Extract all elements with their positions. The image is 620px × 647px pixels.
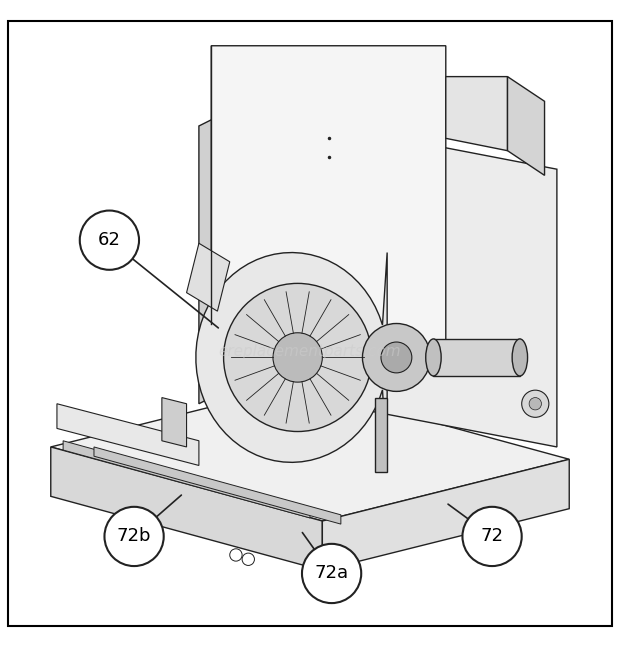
Polygon shape <box>63 441 310 518</box>
Circle shape <box>80 210 139 270</box>
Polygon shape <box>236 107 557 447</box>
Circle shape <box>273 333 322 382</box>
Text: 72a: 72a <box>314 564 348 582</box>
Circle shape <box>381 342 412 373</box>
Circle shape <box>529 397 541 410</box>
Circle shape <box>302 544 361 603</box>
Polygon shape <box>196 252 387 463</box>
Polygon shape <box>211 46 446 373</box>
Polygon shape <box>51 385 569 521</box>
Circle shape <box>363 324 430 391</box>
Circle shape <box>521 390 549 417</box>
Polygon shape <box>446 76 508 151</box>
Polygon shape <box>433 339 520 376</box>
Circle shape <box>224 283 372 432</box>
Text: 62: 62 <box>98 231 121 249</box>
Text: 72: 72 <box>480 527 503 545</box>
Polygon shape <box>199 107 236 404</box>
Polygon shape <box>51 447 322 571</box>
Text: 72b: 72b <box>117 527 151 545</box>
Circle shape <box>104 507 164 566</box>
Polygon shape <box>322 459 569 571</box>
Polygon shape <box>94 447 341 524</box>
Circle shape <box>463 507 521 566</box>
Polygon shape <box>57 404 199 465</box>
Text: ereplacementparts.com: ereplacementparts.com <box>219 344 401 359</box>
Polygon shape <box>375 397 387 472</box>
Polygon shape <box>162 397 187 447</box>
Polygon shape <box>508 76 544 175</box>
Ellipse shape <box>426 339 441 376</box>
Ellipse shape <box>512 339 528 376</box>
Polygon shape <box>187 243 230 311</box>
